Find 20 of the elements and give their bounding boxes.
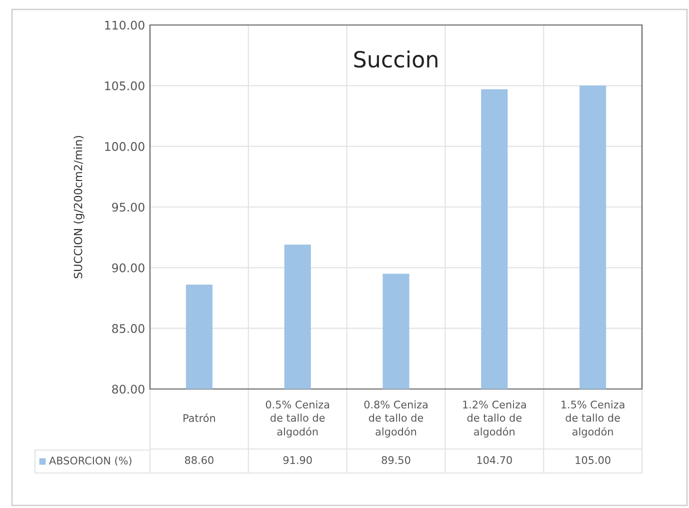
x-tick-label: 1.5% Ceniza de tallo de algodón <box>562 400 624 438</box>
y-tick-label: 95.00 <box>112 202 144 212</box>
data-label: 91.90 <box>283 456 312 464</box>
data-label: 88.60 <box>184 456 214 464</box>
y-tick-label: 80.00 <box>112 384 144 394</box>
y-tick-label: 110.00 <box>105 20 144 30</box>
text: Succion <box>354 50 438 68</box>
y-tick-label: 105.00 <box>105 81 144 90</box>
y-tick-label: 90.00 <box>112 263 144 272</box>
x-tick-label: Patrón <box>184 414 215 422</box>
x-tick-label: 0.8% Ceniza de tallo de algodón <box>364 400 428 438</box>
data-label: 89.50 <box>382 456 410 464</box>
data-label: 104.70 <box>477 456 512 464</box>
x-tick-label: 0.5% Ceniza de tallo de algodón <box>266 400 330 438</box>
y-tick-label: 85.00 <box>112 324 144 333</box>
legend-label: ABSORCION (%) <box>49 456 132 466</box>
y-tick-label: 100.00 <box>105 142 144 151</box>
y-axis-title: SUCCION (g/200cm2/min) <box>74 136 84 278</box>
data-label: 105.00 <box>576 456 610 464</box>
x-tick-label: 1.2% Ceniza de tallo de algodón <box>463 400 526 438</box>
